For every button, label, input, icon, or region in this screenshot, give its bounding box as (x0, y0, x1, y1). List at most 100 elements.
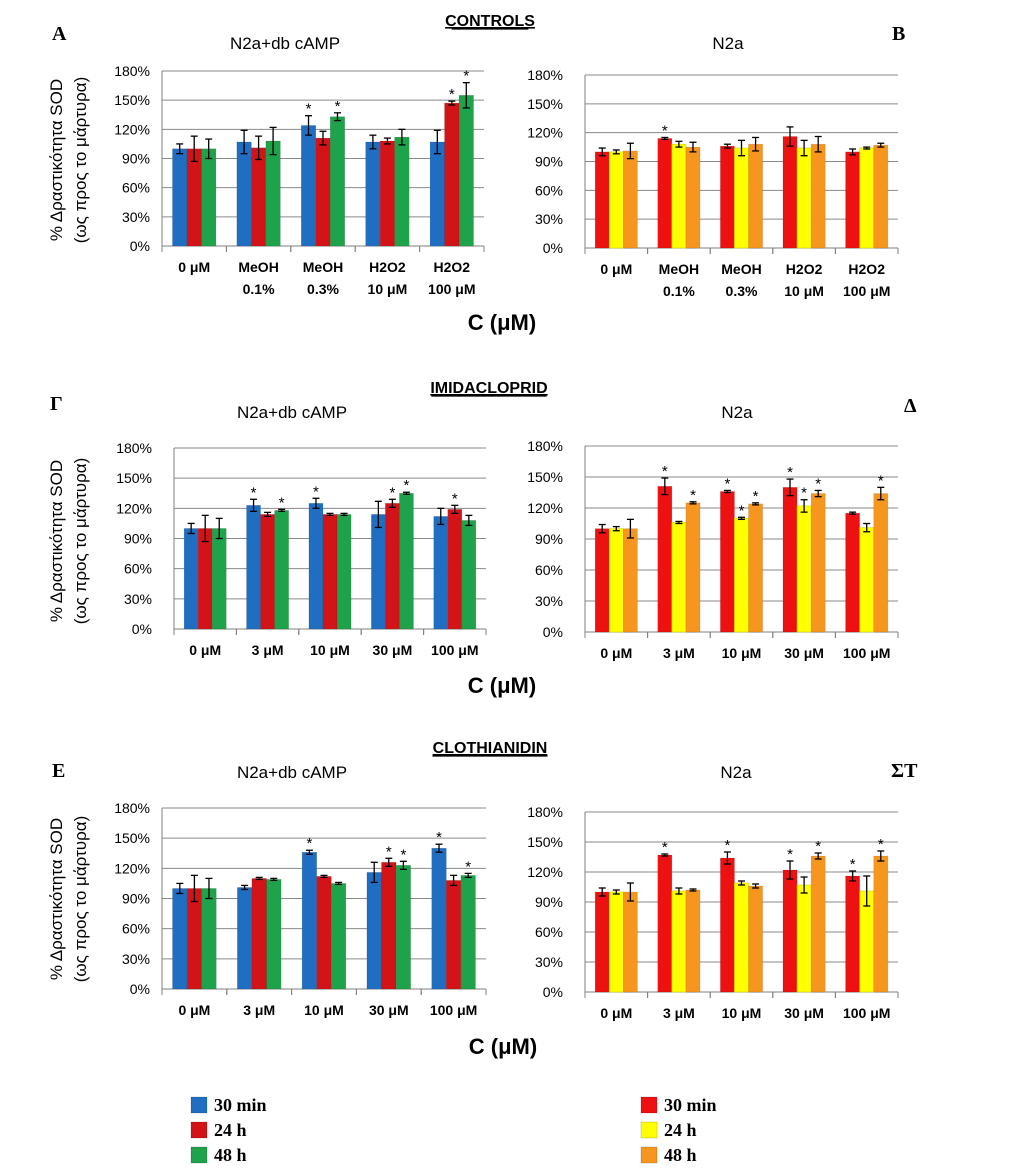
bar (796, 884, 812, 993)
legend-swatch (190, 1096, 208, 1114)
bar (201, 148, 217, 247)
significance-star: * (690, 487, 696, 504)
bar (623, 891, 638, 993)
y-tick-label: 90% (535, 894, 563, 910)
bar (873, 144, 889, 249)
bar (336, 514, 352, 630)
bar (810, 493, 826, 633)
chart-title: N2a (721, 403, 753, 422)
bar (300, 125, 317, 247)
legend-label: 48 h (214, 1145, 247, 1165)
bar (810, 143, 826, 249)
y-tick-label: 90% (535, 531, 563, 547)
x-tick-label: 10 μM (304, 1002, 344, 1018)
bar (734, 147, 749, 249)
bar (608, 151, 624, 249)
bar (329, 116, 346, 247)
bar (657, 138, 673, 249)
y-tick-label: 90% (535, 154, 563, 170)
y-tick-label: 120% (527, 125, 563, 141)
bar (260, 514, 275, 630)
bar (671, 890, 687, 993)
bar (782, 136, 798, 249)
bar (301, 851, 318, 990)
x-tick-label: MeOH (238, 259, 278, 275)
bar (186, 148, 202, 247)
y-tick-label: 180% (114, 800, 150, 816)
x-tick-label: 3 μM (663, 645, 695, 661)
bar (460, 875, 476, 990)
y-tick-label: 150% (116, 470, 152, 486)
bar (246, 505, 261, 630)
bar (657, 485, 673, 633)
bar (810, 855, 826, 993)
y-tick-label: 60% (535, 924, 563, 940)
bar (444, 102, 460, 247)
bar (172, 148, 188, 247)
x-tick-label: 10 μM (368, 281, 408, 297)
bar (671, 522, 687, 633)
bar (429, 141, 445, 247)
bar (183, 528, 199, 630)
chart-panel-6: 0% 30% 60% 90% 120% 150% 180% 0 μM * 3 μM * 10 μM * *… (527, 760, 918, 1021)
y-tick-label: 180% (116, 440, 152, 456)
bar (172, 888, 188, 990)
x-tick-label: 30 μM (373, 642, 413, 658)
x-tick-label: 0.3% (726, 283, 758, 299)
y-tick-label: 0% (132, 621, 152, 637)
significance-star: * (386, 843, 392, 860)
legend: 30 min 24 h 48 h (190, 1095, 267, 1165)
panel-letter: B (892, 23, 905, 45)
chart-panel-5: 0% 30% 60% 90% 120% 150% 180% 0 μM 3 μM * 10 μM * * 3… (52, 760, 487, 1018)
x-tick-label: 100 μM (843, 645, 890, 661)
legend-swatch (640, 1146, 658, 1164)
significance-star: * (724, 837, 730, 854)
bar (734, 518, 749, 633)
legend-label: 24 h (664, 1120, 697, 1140)
y-tick-label: 180% (527, 67, 563, 83)
bar (748, 143, 763, 249)
bar (845, 151, 860, 249)
bar (394, 136, 410, 247)
x-tick-label: 100 μM (843, 283, 890, 299)
y-tick-label: 150% (527, 469, 563, 485)
significance-star: * (850, 856, 856, 873)
significance-star: * (404, 477, 410, 494)
y-axis-label: (ως προς το μάρτυρα) (71, 816, 90, 983)
bar (371, 514, 386, 630)
bar (385, 503, 400, 630)
x-tick-label: 10 μM (722, 645, 762, 661)
bar (366, 872, 382, 990)
x-tick-label: 3 μM (243, 1002, 275, 1018)
y-axis-label: (ως προς το μάρτυρα) (71, 458, 90, 625)
y-tick-label: 60% (124, 561, 152, 577)
panel-letter: Γ (50, 393, 63, 415)
x-tick-label: MeOH (721, 261, 761, 277)
x-tick-label: 0.3% (307, 281, 339, 297)
x-tick-label: 3 μM (663, 1005, 695, 1021)
bar (782, 869, 798, 993)
y-tick-label: 120% (114, 860, 150, 876)
y-tick-label: 180% (527, 804, 563, 820)
panel-letter: A (52, 23, 67, 45)
bar (251, 147, 267, 247)
x-tick-label: 0.1% (243, 281, 275, 297)
bar (237, 887, 253, 990)
significance-star: * (878, 836, 884, 853)
y-tick-label: 180% (114, 63, 150, 79)
significance-star: * (465, 858, 471, 875)
bar (381, 861, 397, 990)
x-tick-label: 30 μM (369, 1002, 409, 1018)
legend-label: 30 min (664, 1095, 717, 1115)
y-tick-label: 90% (122, 891, 150, 907)
bar (873, 493, 889, 633)
bar (236, 141, 252, 247)
significance-star: * (251, 484, 257, 501)
bar (685, 889, 701, 993)
significance-star: * (815, 838, 821, 855)
bar (308, 503, 324, 630)
bar (623, 150, 638, 249)
legend-swatch (190, 1146, 208, 1164)
bar (594, 891, 610, 993)
chart-title: N2a (720, 763, 752, 782)
